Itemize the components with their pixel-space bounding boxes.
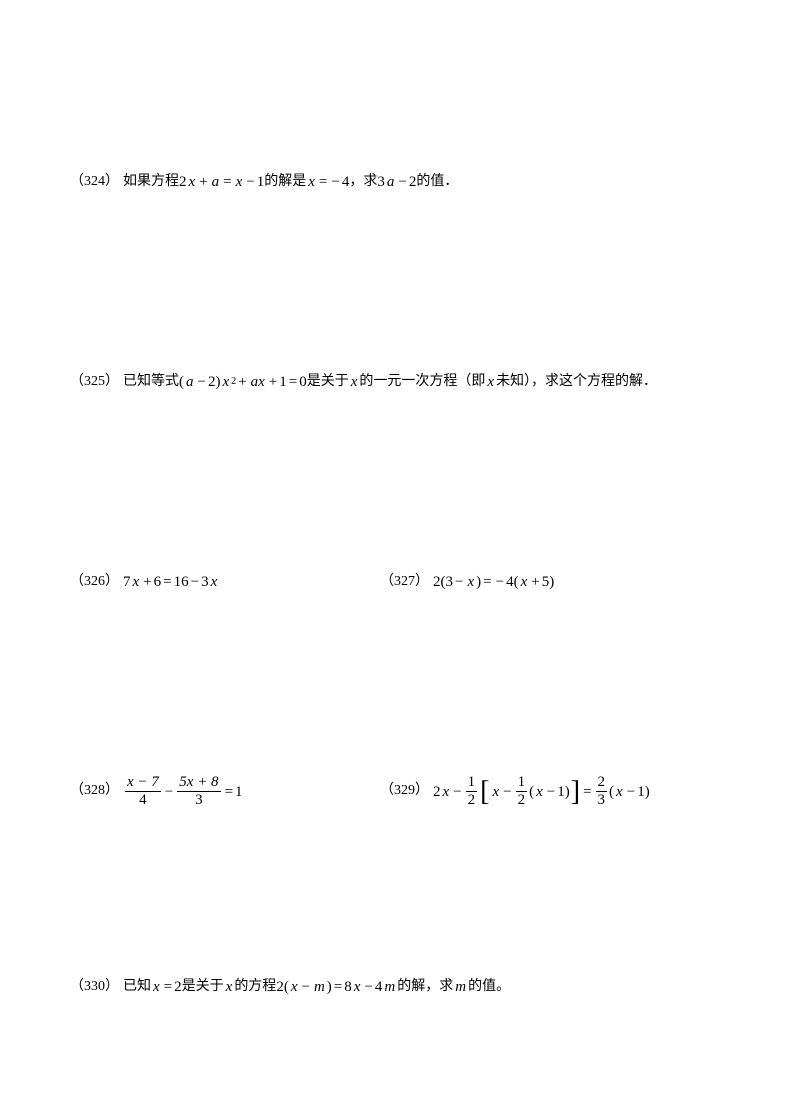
problem-325: （325） 已知等式 (a−2)x2+ax+1=0 是关于 x 的一元一次方程（… [70,370,720,394]
problem-number: （325） [70,371,119,393]
text: 如果方程 [123,171,179,193]
var: x [226,975,233,999]
equation: 2 [179,170,187,194]
problem-number: （329） [380,780,429,802]
problem-number: （330） [70,976,119,998]
text: 的值． [416,171,458,193]
fraction: 12 [516,775,528,808]
text: 是关于 [182,976,224,998]
fraction: 23 [596,775,608,808]
var: x [487,370,494,394]
problem-number: （327） [380,571,429,593]
problem-number: （328） [70,780,119,802]
problem-row-328-329: （328） x − 7 4 − 5x + 8 3 =1 （329） 2x− 12… [70,775,720,808]
problem-number: （326） [70,571,119,593]
var: x [351,370,358,394]
text: 的值。 [468,976,510,998]
problem-row-326-327: （326） 7x+6=16−3x （327） 2(3−x)=−4(x+5) [70,570,720,594]
problem-328: （328） x − 7 4 − 5x + 8 3 =1 [70,775,380,808]
problem-324: （324） 如果方程 2x+a=x−1 的解是 x=−4 ，求 3a−2 的值． [70,170,720,194]
var: m [455,975,466,999]
fraction: 5x + 8 3 [177,775,220,808]
problem-330: （330） 已知 x=2 是关于 x 的方程 2(x−m)=8x−4m 的解，求… [70,975,720,999]
text: 未知），求这个方程的解． [496,371,657,393]
problem-327: （327） 2(3−x)=−4(x+5) [380,570,720,594]
text: 的解是 [264,171,306,193]
fraction: 12 [466,775,478,808]
text: 是关于 [307,371,349,393]
text: 已知 [123,976,151,998]
page: （324） 如果方程 2x+a=x−1 的解是 x=−4 ，求 3a−2 的值．… [0,0,792,1120]
problem-number: （324） [70,171,119,193]
problem-326: （326） 7x+6=16−3x [70,570,380,594]
text: 已知等式 [123,371,179,393]
problem-329: （329） 2x− 12 [ x− 12 (x−1) ] = 23 (x−1) [380,775,720,808]
text: 的一元一次方程（即 [359,371,485,393]
text: ，求 [349,171,377,193]
fraction: x − 7 4 [125,775,161,808]
text: 的方程 [234,976,276,998]
text: 的解，求 [397,976,453,998]
